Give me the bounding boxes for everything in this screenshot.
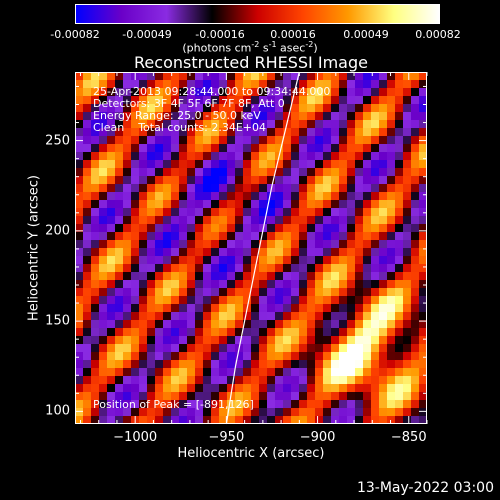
plot-axes — [75, 71, 428, 425]
plot-frame — [75, 72, 427, 424]
x-axis-label: Heliocentric X (arcsec) — [177, 446, 325, 461]
y-tick-label: 250 — [45, 133, 70, 149]
colorbar-tick: -0.00049 — [122, 28, 172, 41]
x-tick-label: −850 — [390, 430, 427, 445]
plot-area — [75, 71, 428, 425]
y-tick-label: 200 — [45, 223, 70, 239]
y-tick-label: 100 — [45, 403, 70, 419]
annotation-clean: Clean Total counts: 2.34E+04 — [93, 121, 267, 134]
heatmap-image — [75, 72, 427, 424]
colorbar-tick: 0.00016 — [270, 28, 316, 41]
y-axis-label: Heliocentric Y (arcsec) — [26, 175, 42, 321]
colorbar-tick: -0.00016 — [195, 28, 245, 41]
x-tick-label: −1000 — [113, 430, 158, 445]
annotation-detectors: Detectors: 3F 4F 5F 6F 7F 8F, Att 0 — [93, 97, 285, 110]
annotation-time: 25-Apr-2013 09:28:44.000 to 09:34:44.000 — [93, 85, 331, 98]
colorbar-tick: 0.00082 — [415, 28, 461, 41]
annotation-energy: Energy Range: 25.0 - 50.0 keV — [93, 109, 261, 122]
x-tick-label: −950 — [208, 430, 245, 445]
colorbar-units: (photons cm-2 s-1 asec-2) — [182, 40, 318, 55]
colorbar-tick: -0.00082 — [50, 28, 100, 41]
x-tick-label: −900 — [299, 430, 336, 445]
colorbar-tick: 0.00049 — [343, 28, 389, 41]
date-stamp: 13-May-2022 03:00 — [356, 480, 494, 496]
solar-limb-curve — [225, 71, 300, 425]
annotation-peak: Position of Peak = [-891,126] — [93, 398, 254, 411]
y-tick-label: 150 — [45, 313, 70, 329]
colorbar — [75, 4, 440, 24]
chart-title: Reconstructed RHESSI Image — [134, 53, 368, 72]
